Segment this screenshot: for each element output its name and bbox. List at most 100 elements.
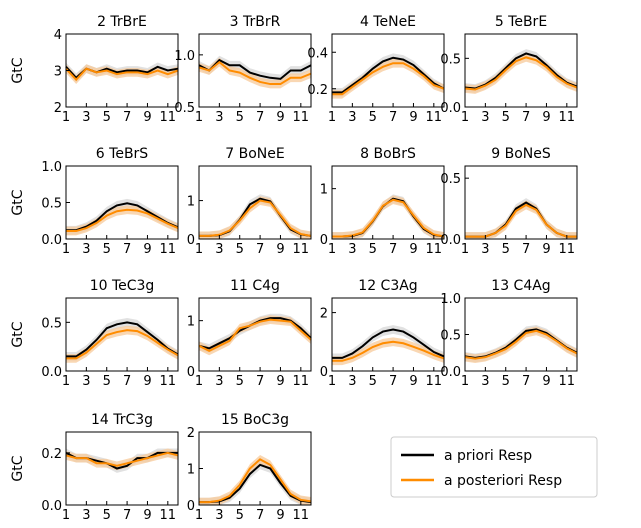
- x-tick-label: 5: [369, 110, 377, 125]
- x-tick-label: 9: [409, 374, 417, 389]
- posterior-series-line: [464, 56, 578, 91]
- panel-title: 15 BoC3g: [221, 412, 289, 428]
- x-tick-label: 3: [215, 110, 223, 125]
- panel: 10 TeC3g 1 3 5 7 9 11 0.0 0.5 GtC: [10, 278, 179, 389]
- panel: 14 TrC3g 1 3 5 7 9 11 0.0 0.2 GtC: [10, 412, 179, 523]
- axes-frame: [331, 165, 445, 240]
- legend-posterior-label: a posteriori Resp: [444, 473, 562, 489]
- x-tick-label: 1: [195, 374, 203, 389]
- x-tick-label: 1: [328, 110, 336, 125]
- prior-uncertainty-band: [332, 53, 444, 97]
- legend-prior-label: a priori Resp: [444, 448, 532, 464]
- x-tick-label: 7: [389, 242, 397, 257]
- x-tick-label: 3: [481, 374, 489, 389]
- panel-title: 14 TrC3g: [91, 412, 153, 428]
- y-tick-label: 0.4: [307, 46, 328, 61]
- x-tick-label: 11: [559, 110, 576, 125]
- x-tick-label: 7: [256, 242, 264, 257]
- x-tick-label: 11: [160, 508, 177, 523]
- x-tick-label: 7: [123, 508, 131, 523]
- x-tick-label: 9: [276, 242, 284, 257]
- x-tick-label: 9: [276, 110, 284, 125]
- y-tick-label: 0.0: [440, 233, 461, 248]
- x-tick-label: 1: [62, 508, 70, 523]
- x-tick-label: 5: [236, 242, 244, 257]
- x-tick-label: 5: [502, 374, 510, 389]
- x-tick-label: 11: [426, 374, 443, 389]
- panel-title: 12 C3Ag: [358, 278, 417, 294]
- panel: 5 TeBrE 1 3 5 7 9 11 0.0 0.5: [440, 14, 578, 125]
- y-tick-label: 0: [187, 233, 195, 248]
- y-tick-label: 2: [54, 101, 62, 116]
- x-tick-label: 11: [293, 374, 310, 389]
- x-tick-label: 7: [123, 242, 131, 257]
- x-tick-label: 11: [559, 374, 576, 389]
- posterior-series-line: [332, 62, 445, 96]
- panel-title: 2 TrBrE: [97, 14, 147, 30]
- y-tick-label: 0.5: [440, 329, 461, 344]
- panel-title: 7 BoNeE: [225, 146, 284, 162]
- legend-frame: [390, 436, 598, 498]
- x-tick-label: 11: [160, 110, 177, 125]
- posterior-series-line: [465, 203, 577, 238]
- y-tick-label: 1.0: [440, 292, 461, 307]
- x-tick-label: 1: [461, 110, 469, 125]
- panel: 4 TeNeE 1 3 5 7 9 11 0.2 0.4: [307, 14, 445, 125]
- y-tick-label: 1: [187, 195, 195, 210]
- x-tick-label: 1: [195, 508, 203, 523]
- x-tick-label: 1: [461, 242, 469, 257]
- y-tick-label: 0.0: [440, 365, 461, 380]
- x-tick-label: 9: [542, 374, 550, 389]
- y-tick-label: 2: [320, 307, 328, 322]
- x-tick-label: 3: [348, 110, 356, 125]
- x-tick-label: 7: [389, 110, 397, 125]
- y-tick-label: 0.5: [440, 52, 461, 67]
- axes-frame: [464, 165, 578, 240]
- y-tick-label: 0.0: [41, 365, 62, 380]
- posterior-series-line: [198, 318, 312, 352]
- axes-frame: [198, 33, 312, 108]
- x-tick-label: 3: [481, 242, 489, 257]
- x-tick-label: 1: [328, 242, 336, 257]
- y-tick-label: 1: [187, 463, 195, 478]
- x-tick-label: 7: [389, 374, 397, 389]
- x-tick-label: 9: [143, 508, 151, 523]
- x-tick-label: 1: [461, 374, 469, 389]
- axes-frame: [198, 297, 312, 372]
- x-tick-label: 3: [82, 508, 90, 523]
- posterior-series-line: [66, 329, 179, 360]
- y-tick-label: 0: [320, 365, 328, 380]
- prior-series-line: [66, 202, 179, 232]
- y-axis-label: GtC: [10, 189, 26, 215]
- x-tick-label: 9: [276, 508, 284, 523]
- posterior-uncertainty-band: [332, 58, 444, 99]
- posterior-series-line: [198, 60, 312, 86]
- panel: 6 TeBrS 1 3 5 7 9 11 0.0 0.5 1.0 GtC: [10, 146, 179, 257]
- y-tick-label: 0.5: [41, 197, 62, 212]
- x-tick-label: 5: [369, 374, 377, 389]
- posterior-series-line: [199, 458, 312, 504]
- y-tick-label: 1: [320, 183, 328, 198]
- x-tick-label: 3: [82, 374, 90, 389]
- x-tick-label: 5: [502, 242, 510, 257]
- x-tick-label: 9: [143, 110, 151, 125]
- panel-title: 5 TeBrE: [495, 14, 547, 30]
- panel-title: 4 TeNeE: [360, 14, 416, 30]
- posterior-uncertainty-band: [199, 196, 311, 239]
- posterior-series-line: [66, 208, 179, 232]
- x-tick-label: 3: [348, 374, 356, 389]
- x-tick-label: 1: [328, 374, 336, 389]
- x-tick-label: 5: [103, 110, 111, 125]
- x-tick-label: 11: [559, 242, 576, 257]
- prior-series-line: [198, 58, 312, 80]
- y-tick-label: 0.5: [41, 316, 62, 331]
- posterior-uncertainty-band: [332, 337, 444, 366]
- posterior-series-line: [65, 67, 179, 82]
- x-tick-label: 11: [426, 242, 443, 257]
- y-tick-label: 0: [320, 233, 328, 248]
- posterior-series-line: [332, 340, 445, 362]
- posterior-series-line: [332, 198, 445, 238]
